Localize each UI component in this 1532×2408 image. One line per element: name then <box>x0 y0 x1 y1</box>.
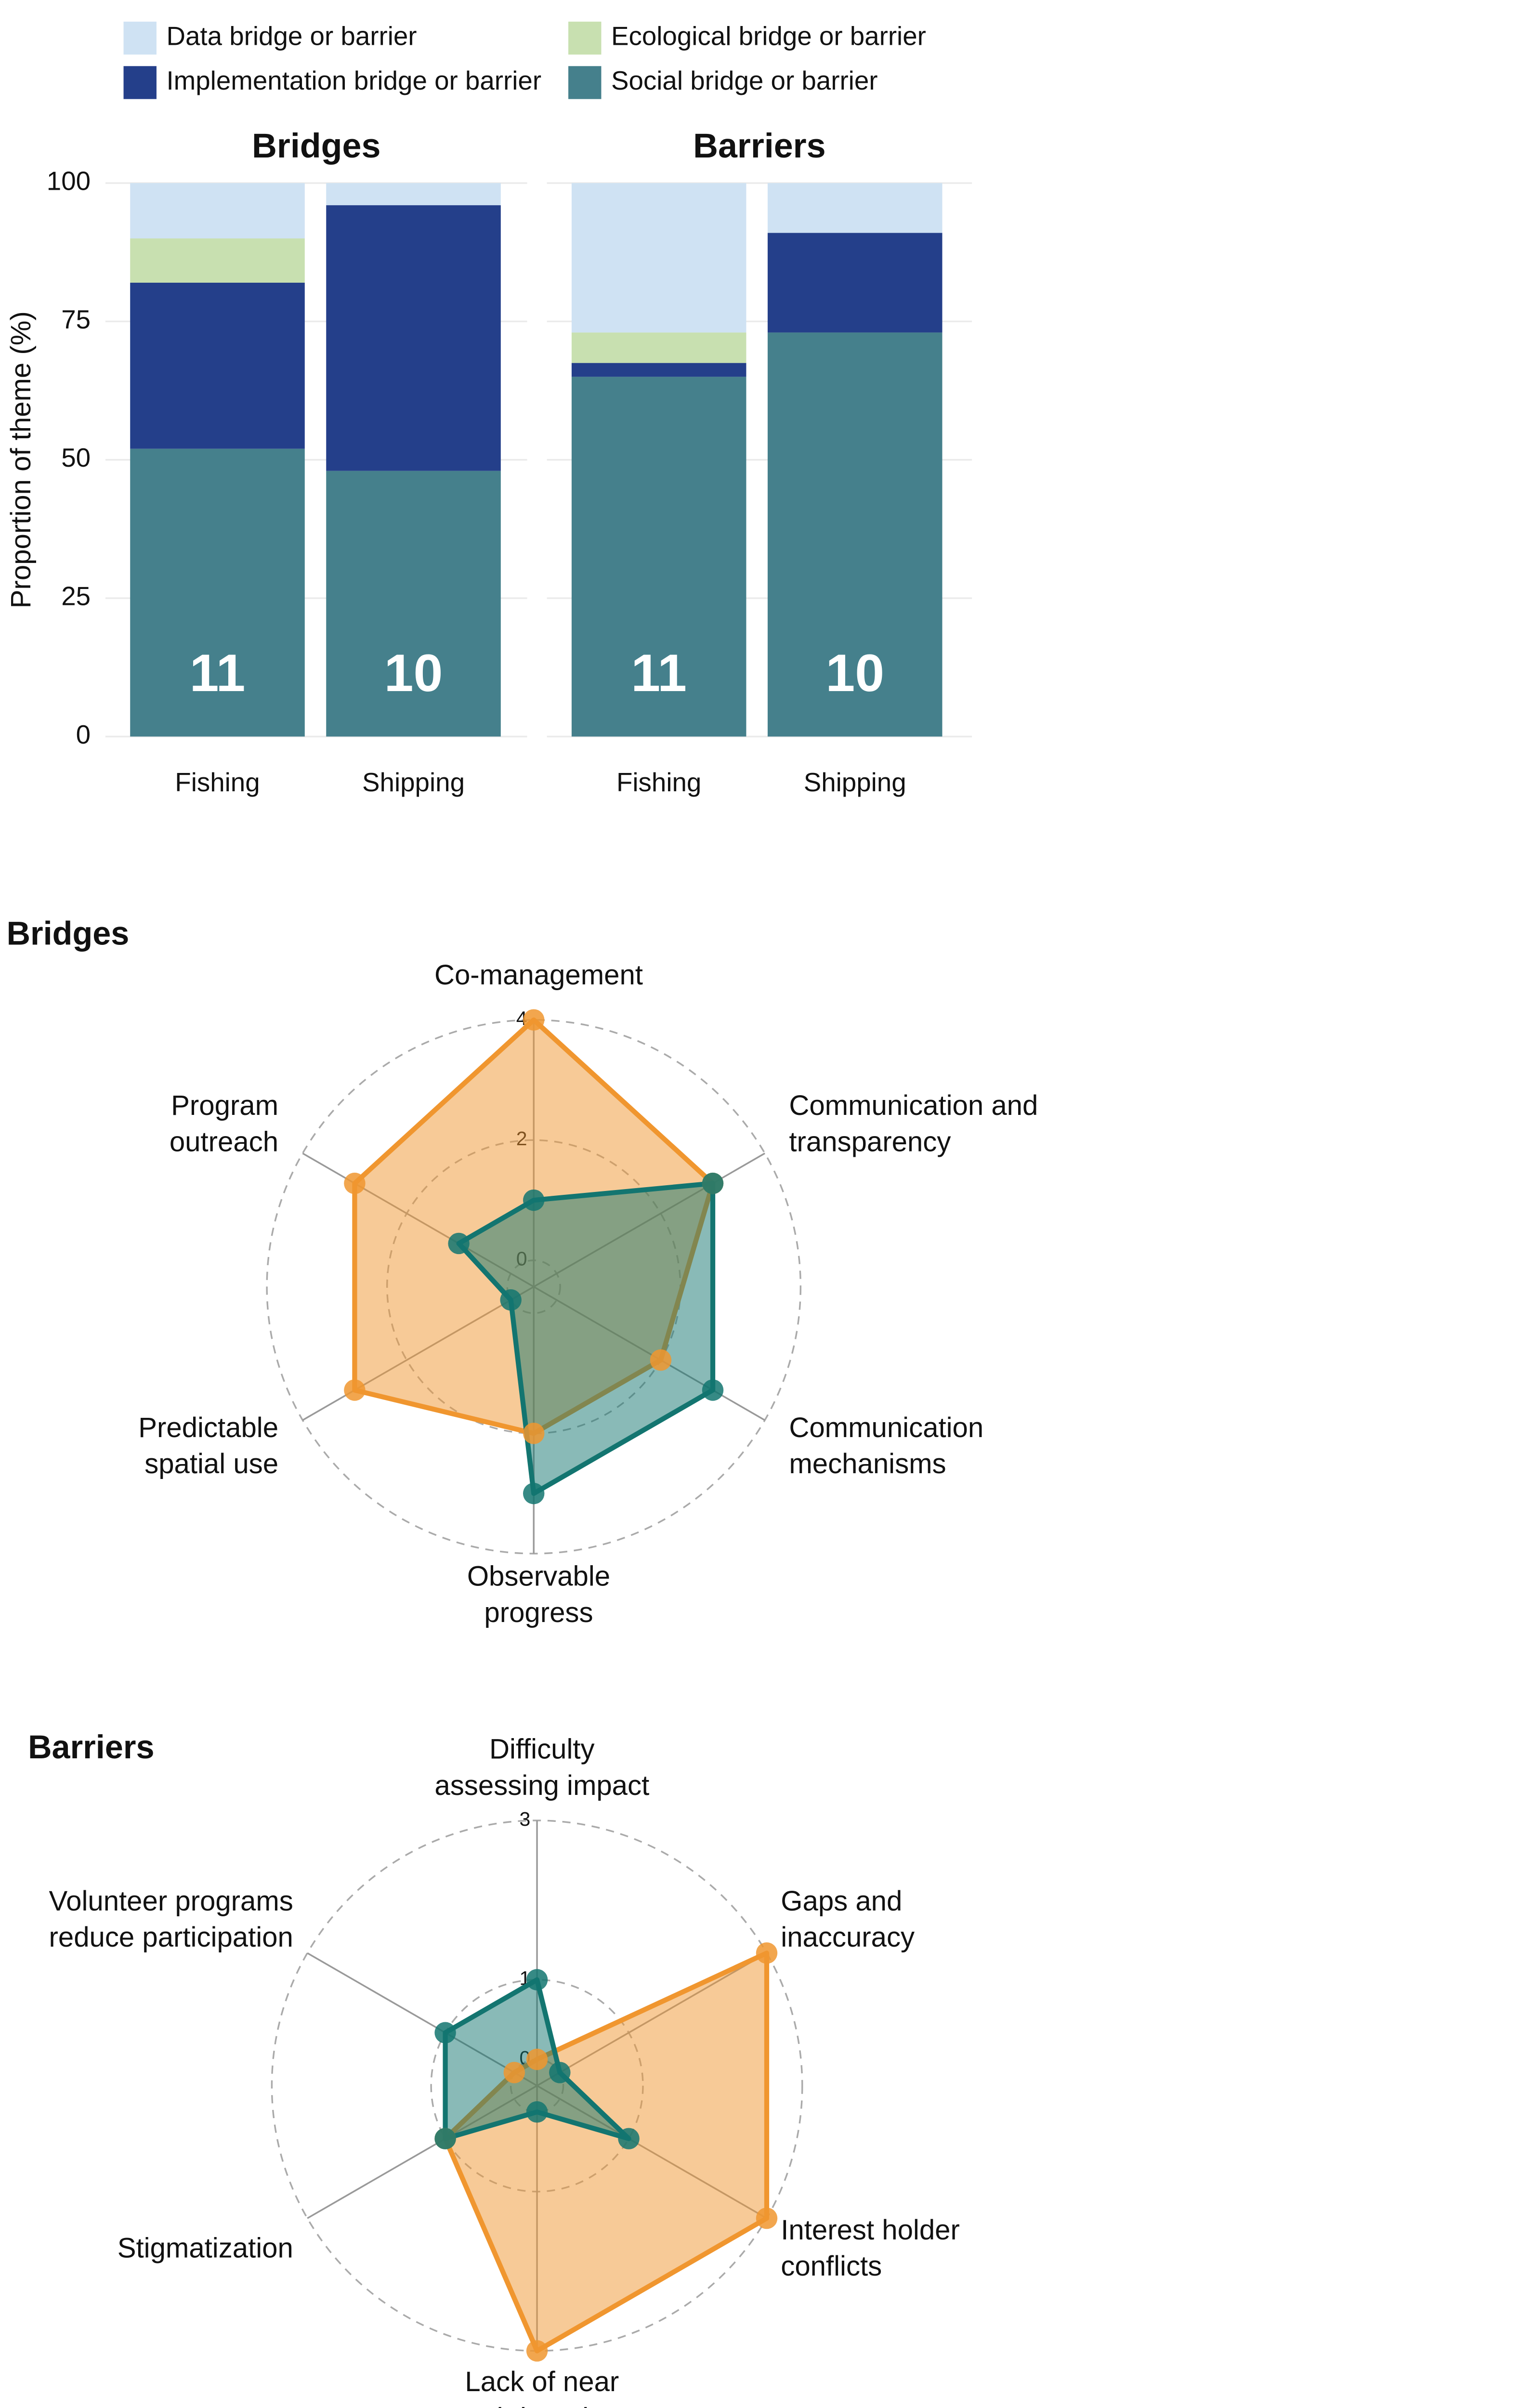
axis-label: mechanisms <box>789 1448 946 1479</box>
bar-segment <box>130 183 305 239</box>
y-tick-label: 50 <box>61 443 91 472</box>
legend-swatch <box>123 21 157 55</box>
axis-label: progress <box>484 1597 593 1628</box>
bar-segment <box>571 363 746 377</box>
bar-segment <box>571 183 746 333</box>
r-tick-label: 3 <box>520 1808 531 1830</box>
radar-point <box>523 1189 545 1211</box>
radar-point <box>549 2062 571 2083</box>
radar-point <box>344 1379 366 1401</box>
radar-point <box>618 2128 640 2149</box>
axis-label: Lack of near <box>465 2366 619 2397</box>
bar-segment <box>130 448 305 737</box>
y-tick-label: 25 <box>61 581 91 611</box>
legend-swatch <box>568 21 602 55</box>
y-axis-label: Proportion of theme (%) <box>5 311 37 608</box>
radar-point <box>650 1349 672 1371</box>
radar-point <box>526 1969 548 1991</box>
axis-label: Gaps and <box>781 1885 902 1917</box>
axis-label: Program <box>171 1090 278 1121</box>
radar-title: Barriers <box>28 1729 154 1766</box>
radar-point <box>523 1009 545 1031</box>
axis-label: Observable <box>467 1561 610 1592</box>
bar-segment <box>767 332 943 737</box>
radar-point <box>434 2128 456 2149</box>
axis-label: reduce participation <box>49 1922 293 1953</box>
bar-segment <box>767 183 943 233</box>
x-tick-label: Fishing <box>616 767 701 797</box>
legend-label: Social bridge or barrier <box>611 65 878 95</box>
axis-label: outreach <box>170 1126 278 1157</box>
bar-segment <box>571 332 746 363</box>
bar-segment <box>571 377 746 737</box>
y-tick-label: 0 <box>76 720 91 749</box>
radar-point <box>523 1482 545 1505</box>
axis-label: inaccuracy <box>781 1922 915 1953</box>
bar-segment <box>326 183 501 206</box>
radar-point <box>503 2062 525 2083</box>
axis-label: Communication <box>789 1412 983 1443</box>
radar-point <box>526 2101 548 2123</box>
y-tick-label: 100 <box>47 166 91 196</box>
bar-segment <box>130 282 305 449</box>
radar-point <box>523 1423 545 1444</box>
axis-label: assessing impact <box>434 1770 649 1801</box>
bar-segment <box>130 238 305 283</box>
bar-segment <box>326 471 501 737</box>
axis-label: real-time data <box>457 2402 628 2408</box>
radar-point <box>448 1232 470 1255</box>
legend-label: Ecological bridge or barrier <box>611 21 926 51</box>
panel-title: Barriers <box>693 127 825 165</box>
legend-label: Implementation bridge or barrier <box>166 65 541 95</box>
radar-point <box>500 1289 522 1311</box>
y-tick-label: 75 <box>61 304 91 334</box>
axis-label: Co-management <box>434 959 643 991</box>
axis-label: transparency <box>789 1126 951 1157</box>
axis-label: Difficulty <box>489 1734 595 1765</box>
legend-swatch <box>123 66 157 99</box>
radar-point <box>756 1942 778 1964</box>
n-label: 11 <box>631 644 687 703</box>
axis-label: spatial use <box>144 1448 278 1479</box>
n-label: 11 <box>190 644 246 703</box>
n-label: 10 <box>825 644 884 703</box>
legend-swatch <box>568 66 602 99</box>
axis-label: Communication and <box>789 1090 1038 1121</box>
radar-point <box>756 2207 778 2229</box>
panel-title: Bridges <box>252 127 380 165</box>
axis-label: Interest holder <box>781 2214 960 2246</box>
axis-label: Volunteer programs <box>49 1885 293 1917</box>
bar-segment <box>326 205 501 471</box>
axis-label: Stigmatization <box>118 2233 293 2264</box>
legend-label: Data bridge or barrier <box>166 21 417 51</box>
axis-label: Predictable <box>138 1412 278 1443</box>
axis-label: conflicts <box>781 2251 882 2282</box>
x-tick-label: Fishing <box>175 767 260 797</box>
bar-segment <box>767 233 943 333</box>
radar-point <box>344 1172 366 1194</box>
x-tick-label: Shipping <box>362 767 465 797</box>
radar-point <box>526 2048 548 2070</box>
radar-point <box>526 2340 548 2362</box>
x-tick-label: Shipping <box>804 767 906 797</box>
radar-point <box>702 1379 724 1401</box>
radar-point <box>434 2022 456 2043</box>
n-label: 10 <box>384 644 443 703</box>
radar-point <box>702 1172 724 1194</box>
radar-title: Bridges <box>7 915 130 952</box>
